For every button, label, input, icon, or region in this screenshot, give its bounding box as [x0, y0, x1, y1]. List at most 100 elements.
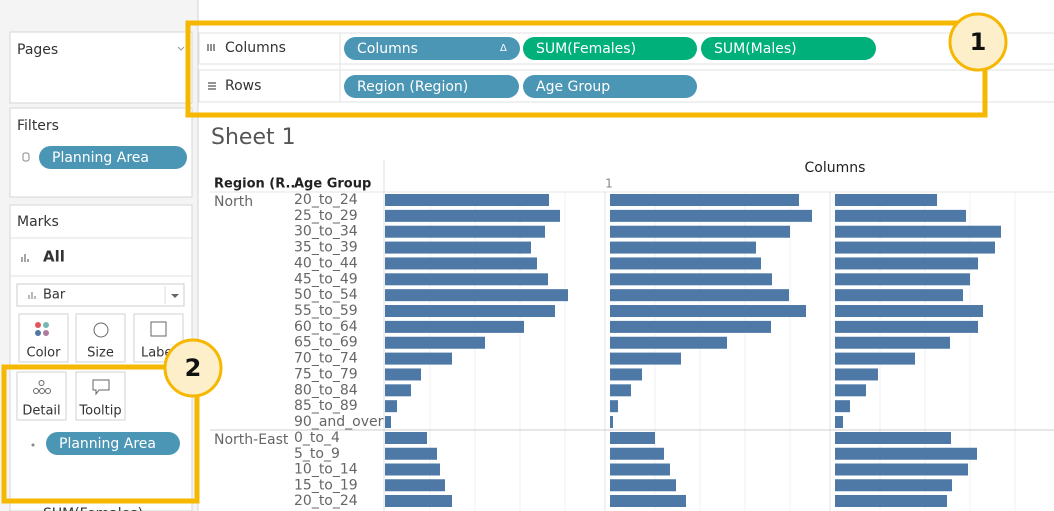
bar — [385, 209, 560, 222]
columns-icon — [207, 44, 215, 51]
detail-icon — [33, 388, 39, 394]
bar — [385, 432, 427, 444]
tooltip-icon — [92, 379, 110, 396]
bar — [385, 320, 524, 333]
age-group-label: 30_to_34 — [294, 224, 358, 240]
detail-icon — [38, 380, 45, 386]
column-value: 1 — [605, 177, 613, 191]
mark-type: Bar — [43, 288, 66, 303]
detail-pill[interactable] — [46, 432, 180, 455]
dropdown-arrow — [171, 294, 179, 298]
mark-card-label: Tooltip — [78, 404, 121, 419]
label-icon — [150, 321, 167, 337]
bar — [385, 289, 568, 302]
bar — [835, 194, 937, 206]
filter-pill[interactable] — [39, 146, 187, 169]
color-icon — [43, 330, 49, 336]
filters-title: Filters — [17, 118, 59, 134]
dropdown-arrow — [177, 46, 185, 51]
age-group-label: 40_to_44 — [294, 255, 358, 271]
column-pill-label: Columns — [357, 41, 418, 57]
mark-card-label: Color — [27, 346, 62, 361]
column-pill[interactable] — [523, 37, 697, 60]
mark-card-label: Detail — [22, 404, 60, 419]
bar — [385, 241, 531, 254]
region-label: North-East — [214, 432, 289, 448]
bar — [610, 352, 681, 365]
bar — [385, 305, 555, 318]
bar — [835, 273, 970, 286]
bar — [610, 368, 642, 381]
detail-pill-icon — [31, 443, 35, 447]
marks-title: Marks — [17, 214, 59, 230]
bar — [835, 384, 866, 397]
bar — [835, 305, 983, 318]
bar — [835, 336, 950, 349]
callout-badge — [163, 338, 223, 398]
mark-card[interactable] — [18, 313, 69, 363]
bar — [835, 352, 915, 365]
bar — [835, 225, 1001, 238]
columns-shelf-label: Columns — [225, 40, 286, 56]
column-pill[interactable] — [701, 37, 876, 60]
bar — [610, 384, 631, 397]
age-group-label: 50_to_54 — [294, 287, 358, 303]
filter-pill-label: Planning Area — [52, 150, 149, 166]
bar — [385, 352, 452, 365]
bar — [610, 225, 790, 238]
bar — [385, 273, 548, 286]
bar — [385, 225, 545, 238]
highlight-box — [1, 364, 200, 504]
mark-card-label: Size — [87, 346, 114, 361]
age-group-label: 60_to_64 — [294, 319, 358, 335]
bar — [385, 447, 437, 460]
callout-badge — [948, 12, 1008, 72]
bar — [610, 257, 761, 270]
bar — [835, 400, 850, 413]
bar — [610, 241, 756, 254]
age-group-label: 15_to_19 — [294, 477, 358, 493]
detail-icon — [45, 388, 51, 394]
age-group-label: 70_to_74 — [294, 351, 358, 367]
row-pill-label: Region (Region) — [357, 79, 468, 95]
row-header: Region (R.. — [214, 177, 295, 192]
all-icon — [21, 254, 29, 262]
bar — [610, 400, 618, 413]
color-icon — [35, 330, 41, 336]
age-group-label: 35_to_39 — [294, 240, 358, 256]
sort-icon: Δ — [500, 43, 507, 54]
age-group-label: 0_to_4 — [294, 430, 340, 446]
bar — [385, 384, 411, 397]
row-pill-label: Age Group — [536, 79, 610, 95]
column-pill[interactable] — [344, 37, 520, 60]
bar — [835, 320, 978, 333]
age-group-label: 45_to_49 — [294, 271, 358, 287]
bar — [610, 194, 799, 206]
mark-card[interactable] — [75, 313, 126, 363]
bar — [610, 495, 686, 507]
filter-icon — [22, 152, 30, 162]
next-item: SUM(Females) — [43, 506, 143, 511]
age-group-label: 65_to_69 — [294, 335, 358, 351]
bar — [610, 289, 789, 302]
bar — [385, 257, 537, 270]
bar — [385, 416, 391, 429]
age-group-label: 55_to_59 — [294, 303, 358, 319]
bar — [610, 273, 772, 286]
age-group-label: 75_to_79 — [294, 366, 358, 382]
bar — [835, 241, 995, 254]
bar — [835, 209, 966, 222]
mark-type-dropdown[interactable] — [16, 283, 185, 307]
column-header: Columns — [805, 160, 866, 176]
bar — [835, 447, 977, 460]
pages-title: Pages — [17, 42, 58, 58]
bar-icon — [28, 292, 36, 299]
bar — [385, 479, 445, 492]
age-group-label: 90_and_over — [294, 414, 384, 430]
bar — [835, 463, 968, 476]
bar — [385, 400, 397, 413]
row-pill[interactable] — [344, 75, 519, 98]
row-pill[interactable] — [523, 75, 697, 98]
bar — [385, 463, 440, 476]
